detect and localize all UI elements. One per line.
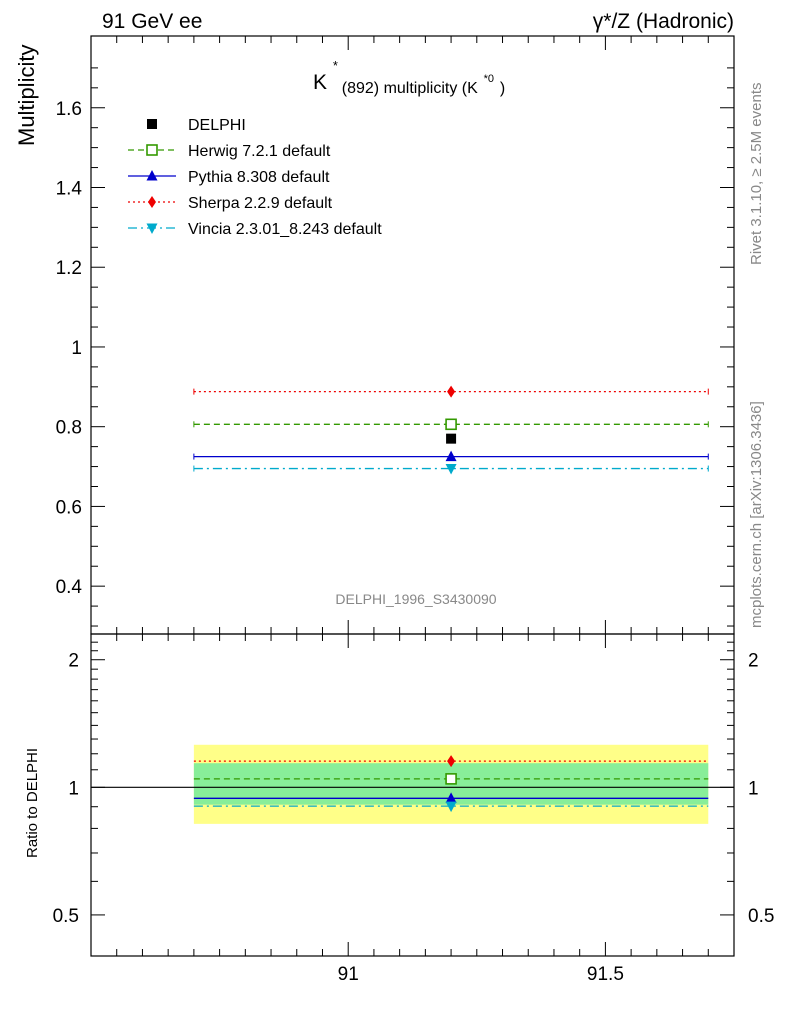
x-tick-label: 91.5 bbox=[587, 964, 624, 985]
ratio-data-point bbox=[445, 801, 457, 813]
mcplots-note: mcplots.cern.ch [arXiv:1306.3436] bbox=[748, 401, 765, 628]
ratio-y-tick-label-left: 0.5 bbox=[53, 906, 79, 927]
legend-label: Pythia 8.308 default bbox=[188, 169, 330, 186]
legend: DELPHI Herwig 7.2.1 default Pythia 8.308 d… bbox=[128, 117, 382, 238]
chart-title: K * (892) multiplicity (K *0 ) bbox=[313, 52, 505, 98]
x-tick-label: 91 bbox=[338, 964, 359, 985]
header-left: 91 GeV ee bbox=[102, 10, 202, 33]
ratio-y-tick-label-left: 1 bbox=[68, 778, 79, 799]
y-tick-label: 1.2 bbox=[56, 258, 82, 279]
ratio-data-point bbox=[445, 792, 457, 803]
main-plot: 0.4 0.6 0.8 1 1.2 1.4 1.6 bbox=[56, 35, 735, 635]
legend-label: Sherpa 2.2.9 default bbox=[188, 195, 333, 212]
legend-marker bbox=[147, 119, 157, 129]
ratio-data-point bbox=[445, 773, 457, 785]
legend-label: Herwig 7.2.1 default bbox=[188, 143, 331, 160]
header-right: γ*/Z (Hadronic) bbox=[593, 10, 734, 33]
ratio-frame bbox=[90, 633, 735, 957]
data-point bbox=[446, 433, 457, 444]
ratio-y-tick-label-left: 2 bbox=[68, 651, 79, 672]
y-tick-label: 1.6 bbox=[56, 99, 82, 120]
y-tick-label: 0.8 bbox=[56, 418, 82, 439]
ratio-y-tick-label-right: 1 bbox=[748, 778, 759, 799]
data-point bbox=[445, 464, 457, 475]
title-main: K bbox=[313, 71, 327, 94]
data-point bbox=[445, 418, 457, 431]
legend-marker bbox=[146, 170, 158, 181]
legend-label: DELPHI bbox=[188, 117, 246, 134]
ratio-y-tick-label-right: 2 bbox=[748, 651, 759, 672]
title-rest: (892) multiplicity (K bbox=[342, 80, 478, 97]
main-ylabel: Multiplicity bbox=[14, 45, 39, 146]
analysis-watermark: DELPHI_1996_S3430090 bbox=[335, 591, 496, 607]
rivet-note: Rivet 3.1.10, ≥ 2.5M events bbox=[748, 83, 765, 266]
ratio-y-tick-label-right: 0.5 bbox=[748, 906, 774, 927]
title-sup: * bbox=[333, 58, 338, 73]
title-end: ) bbox=[500, 80, 505, 97]
title-sup2: *0 bbox=[484, 73, 494, 85]
ratio-plot: 0.5 0.5 1 1 2 2 91 91.5 bbox=[53, 633, 774, 985]
legend-marker bbox=[148, 196, 156, 208]
legend-marker bbox=[146, 223, 158, 234]
data-point bbox=[445, 450, 457, 462]
y-tick-label: 1.4 bbox=[56, 178, 83, 199]
ratio-data-point bbox=[447, 755, 456, 768]
legend-marker bbox=[146, 144, 158, 156]
legend-label: Vincia 2.3.01_8.243 default bbox=[188, 221, 382, 238]
y-tick-label: 0.6 bbox=[56, 497, 82, 518]
y-tick-label: 0.4 bbox=[56, 577, 83, 598]
ratio-ylabel: Ratio to DELPHI bbox=[24, 748, 41, 858]
y-tick-label: 1 bbox=[71, 338, 82, 359]
data-point bbox=[447, 385, 456, 398]
